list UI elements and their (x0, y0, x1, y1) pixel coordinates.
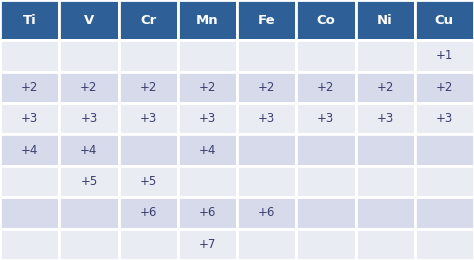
Bar (415, 229, 474, 260)
Text: +5: +5 (139, 175, 157, 188)
Bar (415, 166, 474, 197)
Bar (0, 0, 59, 40)
Bar (118, 103, 178, 134)
Text: +4: +4 (199, 144, 216, 157)
Text: +6: +6 (139, 206, 157, 219)
Bar (178, 166, 237, 197)
Text: +3: +3 (317, 112, 335, 125)
Text: Cu: Cu (435, 14, 454, 27)
Bar (178, 0, 237, 40)
Bar (237, 72, 296, 103)
Bar (237, 166, 296, 197)
Text: Ti: Ti (23, 14, 36, 27)
Text: +3: +3 (139, 112, 157, 125)
Bar (237, 229, 296, 260)
Text: Fe: Fe (258, 14, 275, 27)
Bar (178, 72, 237, 103)
Text: V: V (84, 14, 94, 27)
Bar (0, 40, 59, 72)
Text: +3: +3 (21, 112, 38, 125)
Bar (0, 103, 59, 134)
Text: +4: +4 (80, 144, 98, 157)
Bar (356, 134, 415, 166)
Bar (0, 72, 59, 103)
Bar (237, 40, 296, 72)
Bar (178, 40, 237, 72)
Text: +1: +1 (436, 49, 453, 62)
Bar (118, 166, 178, 197)
Text: +3: +3 (258, 112, 275, 125)
Bar (296, 229, 356, 260)
Text: Cr: Cr (140, 14, 156, 27)
Bar (59, 134, 118, 166)
Bar (296, 103, 356, 134)
Bar (59, 72, 118, 103)
Bar (415, 0, 474, 40)
Bar (356, 40, 415, 72)
Text: +3: +3 (80, 112, 98, 125)
Bar (296, 40, 356, 72)
Bar (296, 72, 356, 103)
Bar (296, 134, 356, 166)
Text: +2: +2 (317, 81, 335, 94)
Bar (178, 229, 237, 260)
Bar (59, 103, 118, 134)
Bar (356, 0, 415, 40)
Bar (415, 134, 474, 166)
Bar (59, 166, 118, 197)
Bar (0, 134, 59, 166)
Bar (118, 0, 178, 40)
Text: +7: +7 (199, 238, 216, 251)
Bar (118, 40, 178, 72)
Bar (59, 229, 118, 260)
Text: +2: +2 (199, 81, 216, 94)
Bar (415, 197, 474, 229)
Bar (296, 166, 356, 197)
Text: +5: +5 (80, 175, 98, 188)
Bar (118, 72, 178, 103)
Text: Ni: Ni (377, 14, 393, 27)
Bar (118, 197, 178, 229)
Bar (356, 229, 415, 260)
Text: +3: +3 (436, 112, 453, 125)
Bar (356, 103, 415, 134)
Bar (356, 72, 415, 103)
Bar (356, 197, 415, 229)
Text: +2: +2 (80, 81, 98, 94)
Bar (237, 134, 296, 166)
Bar (178, 197, 237, 229)
Bar (0, 166, 59, 197)
Text: +2: +2 (258, 81, 275, 94)
Bar (118, 229, 178, 260)
Text: Mn: Mn (196, 14, 219, 27)
Bar (356, 166, 415, 197)
Text: Co: Co (317, 14, 335, 27)
Bar (415, 72, 474, 103)
Bar (0, 197, 59, 229)
Bar (178, 134, 237, 166)
Text: +2: +2 (436, 81, 453, 94)
Bar (415, 40, 474, 72)
Bar (237, 0, 296, 40)
Bar (178, 103, 237, 134)
Text: +3: +3 (376, 112, 394, 125)
Bar (59, 40, 118, 72)
Bar (118, 134, 178, 166)
Text: +6: +6 (258, 206, 275, 219)
Bar (0, 229, 59, 260)
Text: +6: +6 (199, 206, 216, 219)
Bar (296, 197, 356, 229)
Bar (237, 197, 296, 229)
Bar (59, 0, 118, 40)
Text: +2: +2 (139, 81, 157, 94)
Bar (237, 103, 296, 134)
Bar (296, 0, 356, 40)
Text: +3: +3 (199, 112, 216, 125)
Bar (59, 197, 118, 229)
Text: +2: +2 (376, 81, 394, 94)
Text: +2: +2 (21, 81, 38, 94)
Bar (415, 103, 474, 134)
Text: +4: +4 (21, 144, 38, 157)
